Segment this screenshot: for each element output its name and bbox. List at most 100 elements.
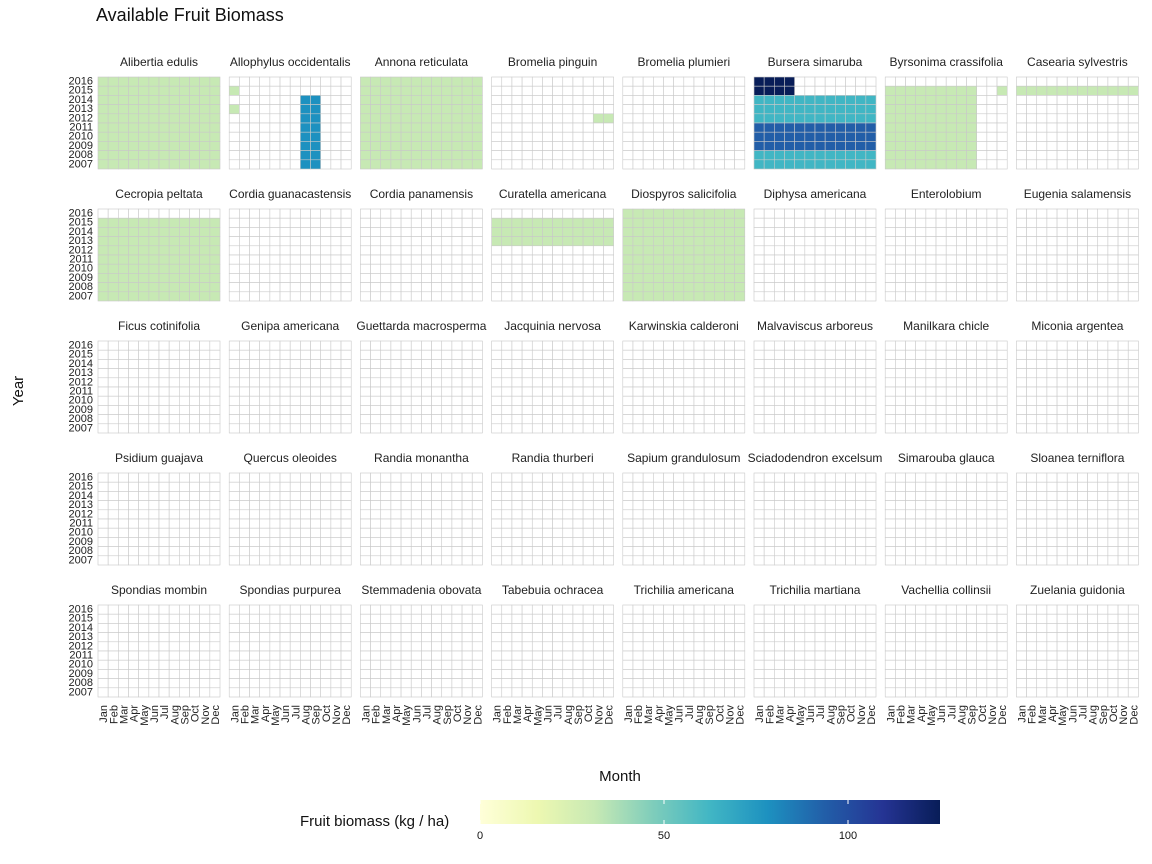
heat-cell (249, 518, 260, 529)
heat-cell (128, 159, 139, 170)
heat-cell (1097, 669, 1109, 679)
heat-cell (360, 405, 371, 415)
heat-cell (1077, 85, 1088, 96)
year-tick-label: 2009 (69, 404, 93, 416)
heat-cell (1056, 95, 1068, 105)
heat-cell (835, 359, 846, 369)
heat-cell (1077, 414, 1088, 425)
heat-cell (410, 518, 422, 529)
month-tick-label: Jul (159, 705, 171, 719)
heat-cell (1066, 359, 1078, 369)
heat-cell (199, 349, 211, 360)
heat-cell (552, 159, 564, 170)
heat-cell (814, 150, 826, 161)
heat-cell (562, 349, 574, 360)
heat-cell (1087, 131, 1099, 142)
heat-cell (168, 481, 180, 492)
heat-cell (794, 236, 806, 247)
heat-cell (249, 491, 260, 501)
heat-cell (1107, 659, 1119, 670)
heat-cell (763, 632, 775, 643)
month-tick-label: Jun (674, 705, 686, 723)
heat-cell (884, 359, 896, 369)
heat-cell (794, 282, 806, 293)
heat-cell (179, 555, 190, 566)
heat-cell (865, 641, 877, 652)
heat-cell (400, 85, 412, 96)
heat-cell (249, 141, 260, 151)
heat-cell (945, 254, 957, 265)
heat-cell (410, 377, 422, 388)
heat-cell (956, 113, 967, 124)
heat-cell (753, 141, 765, 151)
heat-cell (603, 368, 614, 379)
heat-cell (865, 472, 877, 483)
heat-cell (380, 141, 392, 151)
heat-cell (199, 208, 211, 219)
heat-cell (471, 263, 483, 274)
heat-cell (289, 131, 301, 142)
heat-cell (976, 104, 988, 115)
heat-cell (158, 650, 170, 661)
heat-cell (209, 263, 221, 274)
heat-cell (915, 537, 927, 547)
heat-cell (845, 263, 856, 274)
heat-cell (138, 414, 150, 425)
heat-cell (956, 481, 967, 492)
heat-cell (562, 641, 574, 652)
heat-cell (642, 481, 654, 492)
heat-cell (774, 414, 785, 425)
heat-cell (431, 395, 443, 406)
heat-cell (845, 95, 856, 105)
heat-cell (1036, 349, 1048, 360)
heat-cell (713, 414, 725, 425)
heat-cell (713, 555, 725, 566)
heat-cell (956, 273, 967, 283)
year-tick-label: 2014 (69, 94, 93, 106)
heat-cell (107, 518, 119, 529)
heat-cell (935, 122, 947, 133)
heat-cell (784, 368, 795, 379)
heat-cell (542, 423, 553, 434)
heat-cell (158, 349, 170, 360)
heat-cell (784, 282, 795, 293)
heat-cell (1046, 527, 1058, 538)
heat-cell (239, 623, 250, 633)
heat-cell (1097, 340, 1109, 351)
heat-cell (1107, 414, 1119, 425)
heat-cell (1066, 650, 1078, 661)
heat-cell (199, 669, 211, 679)
panel-title: Sapium grandulosum (627, 451, 740, 465)
heat-cell (734, 405, 746, 415)
heat-cell (521, 423, 533, 434)
heat-cell (1087, 236, 1099, 247)
heat-cell (148, 131, 160, 142)
heat-cell (845, 377, 856, 388)
heat-cell (652, 217, 664, 228)
heat-cell (259, 386, 271, 397)
heat-cell (310, 500, 321, 511)
heat-cell (521, 95, 533, 105)
heat-cell (945, 414, 957, 425)
heat-cell (118, 359, 129, 369)
heat-cell (410, 104, 422, 115)
heat-cell (592, 122, 604, 133)
heat-cell (542, 613, 553, 624)
heat-cell (845, 217, 856, 228)
heat-cell (976, 227, 988, 237)
heat-cell (673, 604, 685, 615)
heat-cell (118, 159, 129, 170)
heat-cell (884, 208, 896, 219)
heat-cell (683, 555, 695, 566)
heat-cell (1056, 113, 1068, 124)
heat-cell (642, 509, 654, 520)
heat-cell (683, 340, 695, 351)
heat-cell (390, 632, 402, 643)
heat-cell (1046, 678, 1058, 689)
heat-cell (360, 95, 371, 105)
heat-cell (683, 122, 695, 133)
heat-cell (471, 386, 483, 397)
heat-cell (1117, 95, 1129, 105)
heat-cell (340, 263, 352, 274)
heat-cell (1097, 518, 1109, 529)
